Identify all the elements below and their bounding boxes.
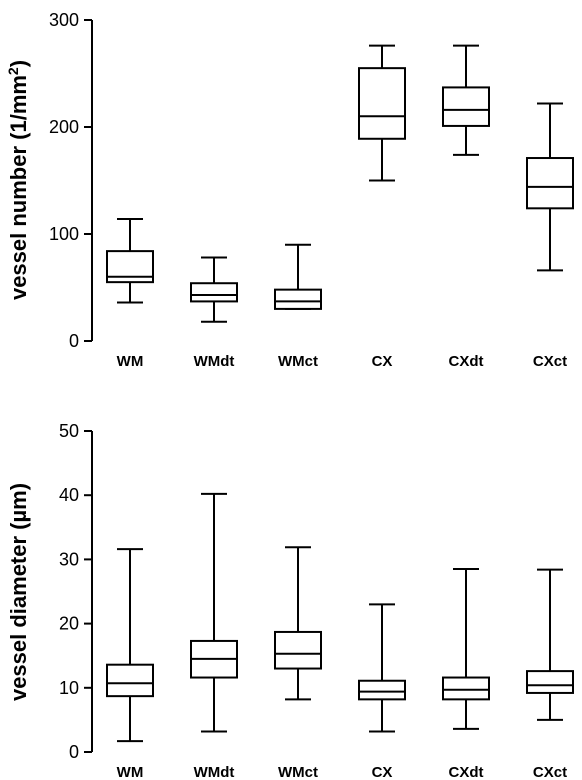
category-label: CXct bbox=[533, 353, 567, 370]
iqr-box bbox=[274, 288, 322, 310]
y-axis-title: vessel number (1/mm2) bbox=[5, 60, 31, 300]
box-cxdt bbox=[442, 568, 490, 730]
category-label: CXdt bbox=[449, 353, 484, 370]
category-label: CXct bbox=[533, 764, 567, 780]
y-tick-label: 10 bbox=[59, 678, 79, 698]
y-axis-title: vessel diameter (µm) bbox=[6, 483, 31, 701]
category-label: WMct bbox=[278, 764, 318, 780]
iqr-box bbox=[358, 67, 406, 140]
category-label: WMdt bbox=[194, 353, 235, 370]
y-tick-label: 50 bbox=[59, 421, 79, 441]
iqr-box bbox=[106, 663, 154, 698]
box-cxct bbox=[526, 568, 574, 721]
category-label: CX bbox=[372, 764, 393, 780]
box-wm bbox=[106, 218, 154, 304]
y-tick-label: 0 bbox=[69, 331, 79, 351]
y-tick-label: 40 bbox=[59, 485, 79, 505]
y-tick-label: 0 bbox=[69, 742, 79, 762]
box-wm bbox=[106, 548, 154, 743]
iqr-box bbox=[526, 157, 574, 210]
box-wmdt bbox=[190, 492, 238, 733]
category-label: WM bbox=[117, 353, 144, 370]
y-tick-label: 300 bbox=[49, 10, 79, 30]
iqr-box bbox=[442, 676, 490, 701]
category-label: WM bbox=[117, 764, 144, 780]
iqr-box bbox=[526, 670, 574, 694]
y-tick-label: 100 bbox=[49, 224, 79, 244]
iqr-box bbox=[442, 86, 490, 127]
category-label: WMct bbox=[278, 353, 318, 370]
chart-vessel-diameter: 0 10 20 30 40 50 vessel diameter (µm) WM WMdt WMc… bbox=[6, 421, 574, 780]
y-tick-label: 200 bbox=[49, 117, 79, 137]
category-label: CX bbox=[372, 353, 393, 370]
box-cx bbox=[358, 44, 406, 182]
y-tick-label: 20 bbox=[59, 614, 79, 634]
chart-vessel-number: 0 100 200 300 vessel number (1/mm2) WM WMdt WMc… bbox=[5, 10, 574, 370]
box-wmct bbox=[274, 243, 322, 310]
box-wmdt bbox=[190, 256, 238, 323]
box-cx bbox=[358, 603, 406, 733]
box-cxct bbox=[526, 102, 574, 272]
iqr-box bbox=[358, 679, 406, 701]
y-tick-label: 30 bbox=[59, 549, 79, 569]
box-wmct bbox=[274, 546, 322, 701]
iqr-box bbox=[190, 282, 238, 303]
category-label: WMdt bbox=[194, 764, 235, 780]
iqr-box bbox=[274, 630, 322, 670]
box-cxdt bbox=[442, 44, 490, 156]
category-label: CXdt bbox=[449, 764, 484, 780]
